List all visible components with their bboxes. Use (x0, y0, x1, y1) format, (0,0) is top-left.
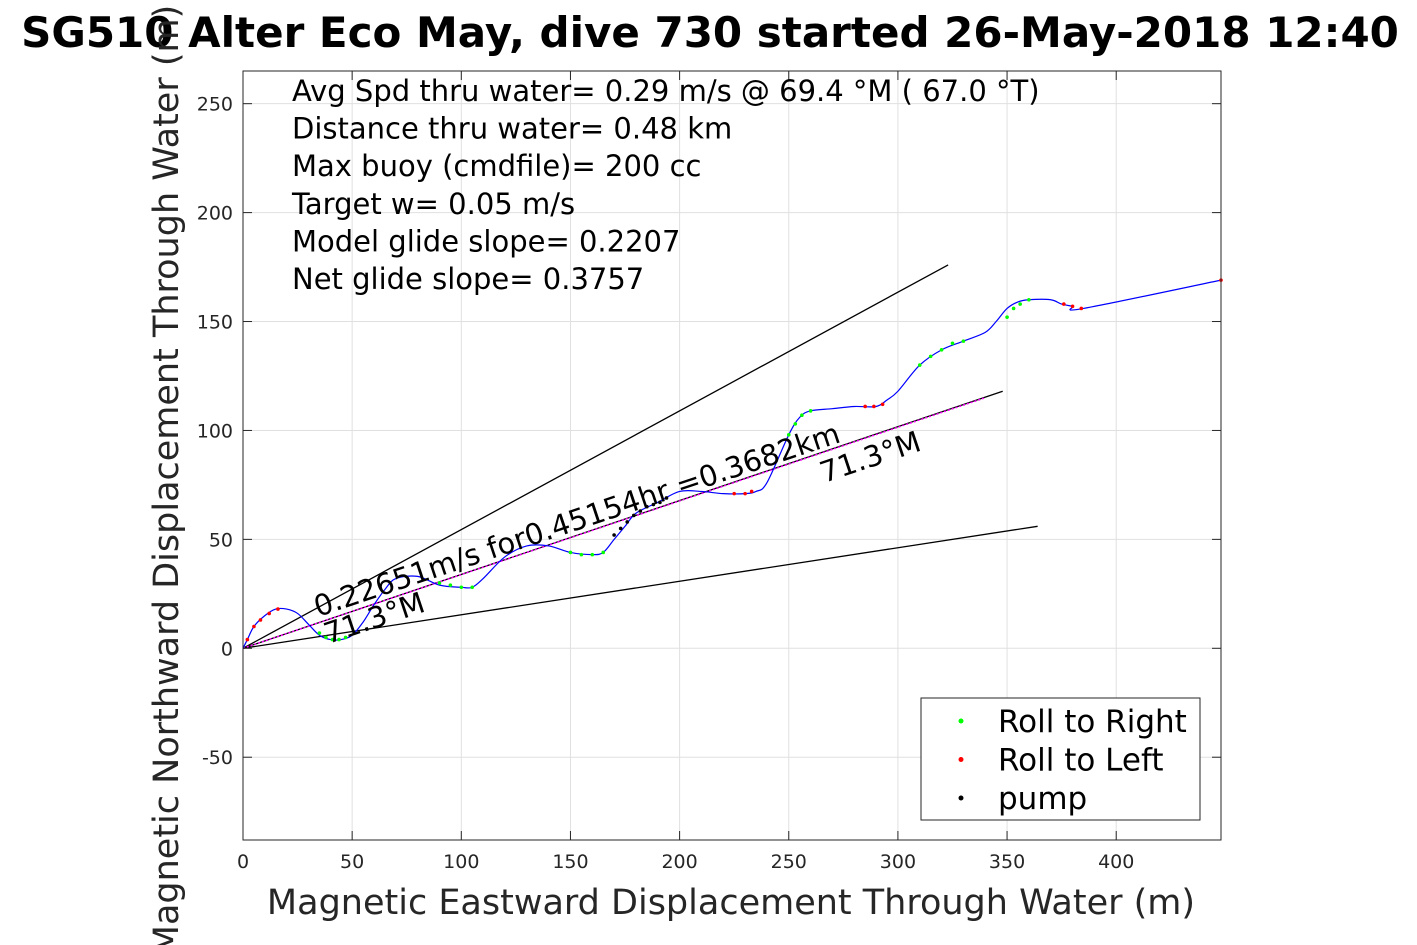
roll-to-right-point (343, 635, 348, 640)
pump-point (625, 520, 630, 524)
roll-to-left-point (1062, 302, 1066, 306)
heading-line (242, 397, 986, 650)
plot-frame (242, 70, 1222, 841)
x-tick-label: 400 (1098, 851, 1134, 873)
legend-label: Roll to Left (998, 743, 1164, 779)
roll-to-left-point (743, 491, 747, 496)
roll-to-right-point (324, 635, 328, 640)
pump-point (664, 496, 669, 500)
roll-to-right-point (961, 339, 966, 343)
info-line: Avg Spd thru water= 0.29 m/s @ 69.4 °M (… (292, 74, 1040, 108)
x-tick-label: 350 (989, 851, 1025, 873)
legend-label: Roll to Right (998, 704, 1187, 740)
y-tick-label: 100 (197, 420, 233, 442)
roll-to-right-point (793, 422, 798, 426)
marker-layer (245, 278, 1223, 642)
roll-to-left-point (863, 404, 867, 409)
x-tick-label: 0 (237, 851, 249, 873)
y-tick-label: 50 (209, 529, 233, 551)
roll-to-right-point (917, 363, 922, 367)
roll-to-right-point (590, 552, 595, 557)
roll-to-right-point (950, 341, 955, 346)
y-tick-label: 0 (221, 638, 233, 660)
pump-point (651, 502, 656, 507)
pump-point (658, 500, 662, 505)
roll-to-left-point (880, 402, 885, 407)
roll-to-left-point (252, 624, 256, 629)
roll-to-right-point (939, 348, 944, 352)
reference-lines (242, 264, 1038, 650)
roll-to-left-point (872, 404, 876, 409)
roll-to-right-point (928, 354, 933, 359)
x-tick-label: 150 (552, 851, 588, 873)
roll-to-right-point (317, 631, 322, 635)
y-tick-label: 200 (197, 203, 233, 225)
roll-to-right-point (1027, 297, 1031, 302)
x-tick-label: 200 (661, 851, 697, 873)
roll-to-left-point (1079, 306, 1084, 311)
roll-to-right-point (437, 581, 442, 585)
legend-marker (958, 718, 964, 724)
x-tick-label: 250 (771, 851, 807, 873)
roll-to-left-point (267, 611, 271, 616)
roll-to-right-point (800, 413, 804, 417)
pump-point (645, 504, 649, 509)
info-line: Distance thru water= 0.48 km (292, 112, 732, 146)
pump-point (618, 526, 623, 531)
info-line: Model glide slope= 0.2207 (292, 224, 680, 258)
roll-to-right-point (579, 552, 584, 557)
roll-to-right-point (448, 583, 453, 587)
pump-point (638, 509, 643, 513)
info-line: Max buoy (cmdfile)= 200 cc (292, 149, 701, 183)
roll-to-right-point (337, 637, 341, 642)
roll-to-right-point (459, 585, 464, 590)
info-line: Net glide slope= 0.3757 (292, 262, 644, 296)
pump-point (631, 513, 636, 518)
roll-to-right-point (1005, 315, 1009, 319)
x-tick-label: 50 (340, 851, 364, 873)
x-tick-label: 100 (443, 851, 479, 873)
roll-to-left-point (732, 491, 736, 496)
info-text-block: Avg Spd thru water= 0.29 m/s @ 69.4 °M (… (291, 74, 1040, 296)
roll-to-right-point (1011, 306, 1016, 311)
axis-ticks: 0 50 100 150 200 250 300 350 400 -50 0 50 100 150 200 2… (197, 71, 1221, 873)
x-axis-label: Magnetic Eastward Displacement Through W… (267, 883, 1195, 923)
legend-label: pump (998, 781, 1087, 817)
roll-to-right-point (470, 585, 475, 590)
x-tick-label: 300 (880, 851, 916, 873)
roll-to-left-point (258, 618, 263, 622)
roll-to-right-point (568, 550, 573, 555)
roll-to-left-point (245, 637, 250, 642)
envelope-line (242, 264, 949, 649)
chart-title: SG510 Alter Eco May, dive 730 started 26… (21, 8, 1399, 57)
roll-to-right-point (330, 637, 335, 642)
y-axis-label: Magnetic Northward Displacement Through … (147, 5, 187, 945)
roll-to-right-point (1018, 302, 1022, 306)
roll-to-right-point (808, 409, 813, 413)
roll-to-left-point (749, 489, 754, 494)
roll-to-left-point (276, 607, 280, 611)
roll-to-left-point (1070, 304, 1075, 309)
y-tick-label: 250 (197, 94, 233, 116)
roll-to-right-point (786, 433, 791, 437)
legend-marker (958, 795, 964, 801)
plot-area: 0 50 100 150 200 250 300 350 400 -50 0 50 100 150 200 2… (197, 70, 1223, 873)
pump-point (612, 533, 616, 537)
info-line: Target w= 0.05 m/s (291, 187, 575, 221)
legend-box (920, 697, 1201, 821)
envelope-line (242, 525, 1038, 649)
roll-to-right-point (601, 550, 606, 555)
y-tick-label: -50 (202, 747, 233, 769)
y-tick-label: 150 (197, 312, 233, 334)
legend-marker (958, 757, 964, 762)
